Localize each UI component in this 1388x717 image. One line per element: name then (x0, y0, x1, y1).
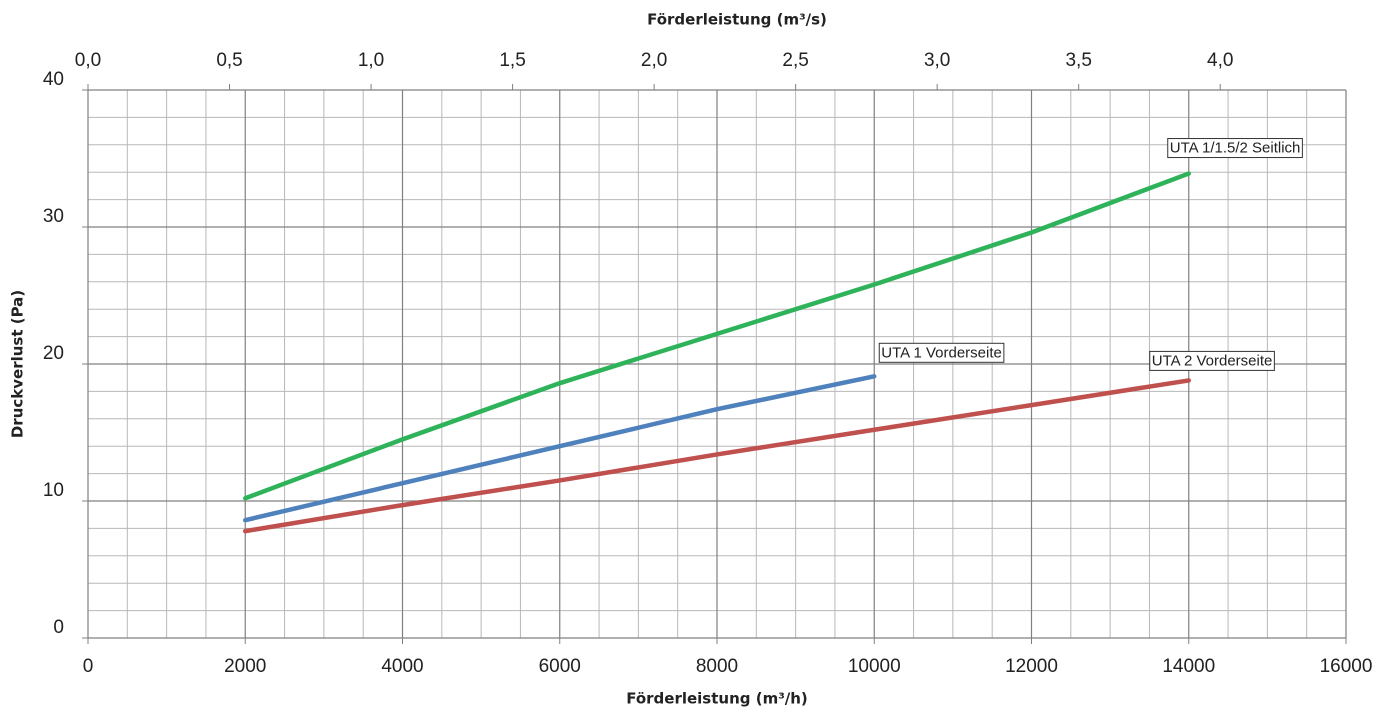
x2-tick-label: 0,5 (216, 50, 242, 71)
x2-tick-label: 4,0 (1207, 50, 1233, 71)
x2-tick-label: 1,5 (499, 50, 525, 71)
series-label-box (1149, 350, 1275, 371)
x-axis-title: Förderleistung (m³/h) (626, 690, 808, 708)
x-tick-label: 14000 (1162, 656, 1215, 677)
y-tick-label: 20 (43, 343, 64, 364)
x-tick-label: 6000 (539, 656, 581, 677)
x-tick-label: 12000 (1005, 656, 1058, 677)
x-tick-label: 0 (83, 656, 94, 677)
series-label-box (878, 342, 1005, 363)
legend-label: UTA 2 Vorderseite (1152, 352, 1273, 369)
x2-tick-label: 2,0 (641, 50, 667, 71)
legend-label: UTA 1 Vorderseite (881, 344, 1002, 361)
y-tick-label: 30 (43, 206, 64, 227)
series-line (243, 374, 877, 523)
x2-tick-label: 1,0 (358, 50, 384, 71)
x-tick-label: 4000 (381, 656, 423, 677)
y-axis-title: Druckverlust (Pa) (9, 290, 27, 438)
series-label: UTA 1 Vorderseite (878, 342, 1005, 363)
x2-tick-label: 2,5 (782, 50, 808, 71)
x-tick-label: 2000 (224, 656, 266, 677)
x-tick-label: 8000 (696, 656, 738, 677)
x2-axis-title: Förderleistung (m³/s) (647, 11, 827, 29)
x2-tick-label: 3,0 (924, 50, 950, 71)
x-tick-label: 10000 (848, 656, 901, 677)
y-tick-label: 10 (43, 480, 64, 501)
x2-tick-label: 3,5 (1065, 50, 1091, 71)
series-label: UTA 2 Vorderseite (1149, 350, 1275, 371)
y-tick-label: 40 (43, 69, 64, 90)
series-line (243, 171, 1191, 501)
y-tick-label: 0 (53, 617, 64, 638)
legend-label: UTA 1/1.5/2 Seitlich (1170, 140, 1301, 157)
series-label-box (1167, 138, 1303, 159)
series-line (243, 378, 1191, 534)
x2-tick-label: 0,0 (75, 50, 101, 71)
x-tick-label: 16000 (1320, 656, 1373, 677)
series-label: UTA 1/1.5/2 Seitlich (1167, 138, 1303, 159)
